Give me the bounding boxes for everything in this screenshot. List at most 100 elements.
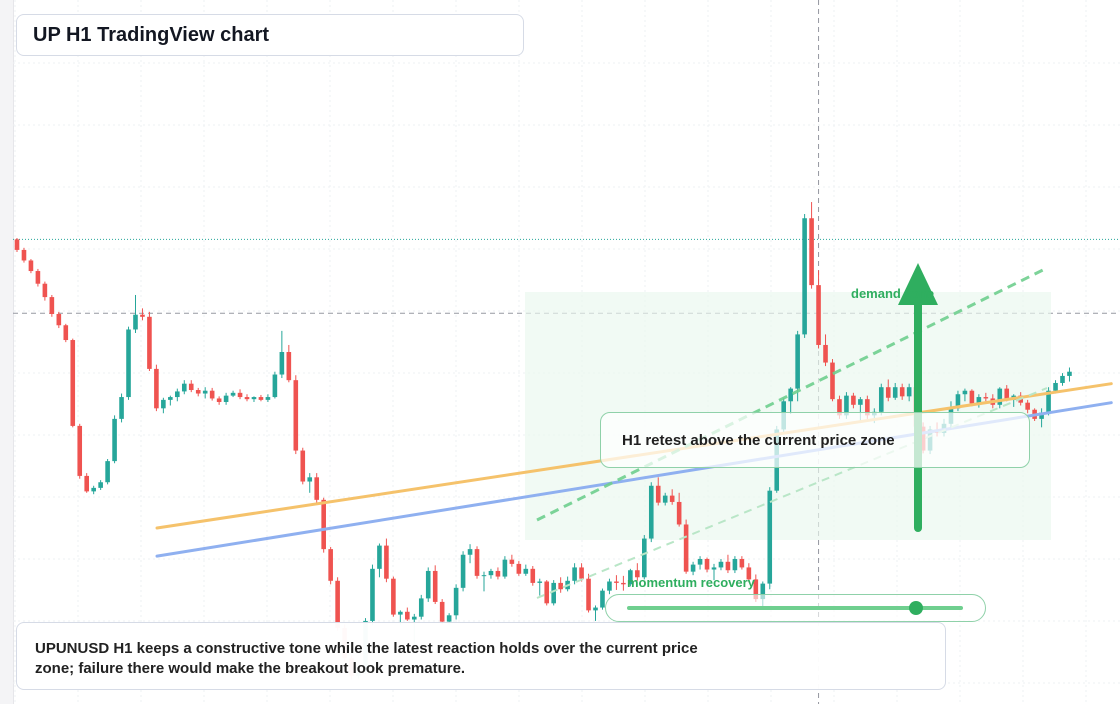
candle	[628, 568, 633, 587]
candle-body	[147, 316, 152, 369]
candle	[188, 380, 194, 393]
momentum-slider-knob[interactable]	[908, 601, 923, 615]
candle-body	[439, 601, 445, 622]
candle	[307, 473, 313, 493]
candle-body	[314, 477, 320, 500]
candle-body	[119, 397, 124, 419]
candle-body	[537, 581, 543, 583]
candle-body	[460, 554, 466, 588]
candle-body	[154, 368, 159, 409]
candle-body	[56, 313, 62, 326]
candle-body	[14, 239, 20, 250]
candle-body	[391, 578, 396, 615]
up-arrow-icon	[898, 263, 938, 305]
candle-body	[1025, 402, 1030, 410]
candle	[161, 397, 166, 414]
candle	[258, 394, 264, 402]
candle-body	[237, 392, 243, 398]
candle	[181, 380, 187, 395]
candle-body	[725, 561, 731, 571]
candle	[823, 334, 828, 367]
candle-body	[718, 561, 724, 568]
candle	[885, 379, 891, 402]
candle-body	[746, 567, 752, 580]
candle	[384, 538, 389, 583]
candle-body	[251, 397, 257, 400]
candle	[112, 415, 117, 464]
candle-body	[411, 616, 417, 620]
candle	[35, 268, 41, 287]
candle	[586, 573, 591, 613]
candle	[530, 566, 536, 586]
summary-card: UPUNUSD H1 keeps a constructive tone whi…	[16, 622, 946, 690]
left-price-strip	[0, 0, 14, 704]
candle	[63, 323, 69, 343]
candle-body	[865, 399, 870, 416]
candle-body	[1039, 412, 1044, 419]
candle	[391, 576, 396, 617]
candle	[42, 281, 48, 301]
candle-body	[544, 581, 550, 604]
summary-text: UPUNUSD H1 keeps a constructive tone whi…	[35, 640, 698, 677]
candle	[405, 607, 410, 621]
candle-body	[823, 344, 828, 363]
candle-body	[788, 388, 793, 402]
candle-body	[530, 568, 536, 583]
candle-body	[690, 564, 696, 572]
candle-body	[49, 297, 55, 314]
candle	[453, 584, 459, 620]
candle-body	[648, 485, 654, 539]
candle-body	[760, 583, 766, 600]
candle-body	[42, 283, 48, 298]
candle	[614, 575, 619, 590]
candle	[119, 393, 124, 423]
candle-body	[614, 581, 619, 583]
candle-body	[969, 390, 975, 404]
candle-body	[307, 477, 313, 482]
candle	[467, 544, 473, 564]
candle	[91, 485, 96, 495]
candle-body	[711, 567, 717, 570]
candle-body	[398, 611, 403, 615]
candle	[209, 387, 215, 401]
candle	[21, 247, 27, 263]
candle-body	[739, 558, 745, 568]
candle	[481, 571, 487, 592]
candle-body	[976, 397, 982, 404]
candle	[544, 580, 550, 606]
candle	[809, 202, 814, 289]
candle	[425, 567, 431, 602]
candle-body	[161, 399, 166, 409]
candle-body	[1067, 371, 1072, 376]
candle	[788, 387, 793, 414]
candle	[523, 564, 529, 576]
candle	[328, 547, 333, 585]
candle	[635, 563, 640, 581]
candle-body	[885, 387, 891, 398]
candle-body	[607, 581, 612, 591]
candle	[195, 387, 201, 397]
momentum-slider[interactable]	[605, 594, 986, 622]
candle	[1025, 399, 1030, 414]
candle	[537, 578, 543, 596]
candle	[816, 270, 821, 349]
candle-body	[906, 387, 912, 397]
candle	[509, 554, 515, 567]
candle-body	[1060, 375, 1065, 383]
candle	[697, 556, 703, 570]
candle-body	[418, 598, 424, 617]
candle-body	[809, 218, 814, 286]
candle	[648, 482, 654, 543]
candle-body	[662, 495, 668, 503]
candle-body	[523, 568, 529, 574]
candle	[418, 594, 424, 620]
candle-body	[683, 524, 689, 572]
candle	[732, 556, 738, 574]
candle-body	[188, 383, 194, 391]
candle-body	[767, 490, 773, 584]
candle	[370, 564, 375, 626]
momentum-slider-track	[627, 606, 963, 610]
candle	[314, 473, 320, 504]
candle	[579, 563, 584, 582]
candle	[133, 294, 138, 333]
